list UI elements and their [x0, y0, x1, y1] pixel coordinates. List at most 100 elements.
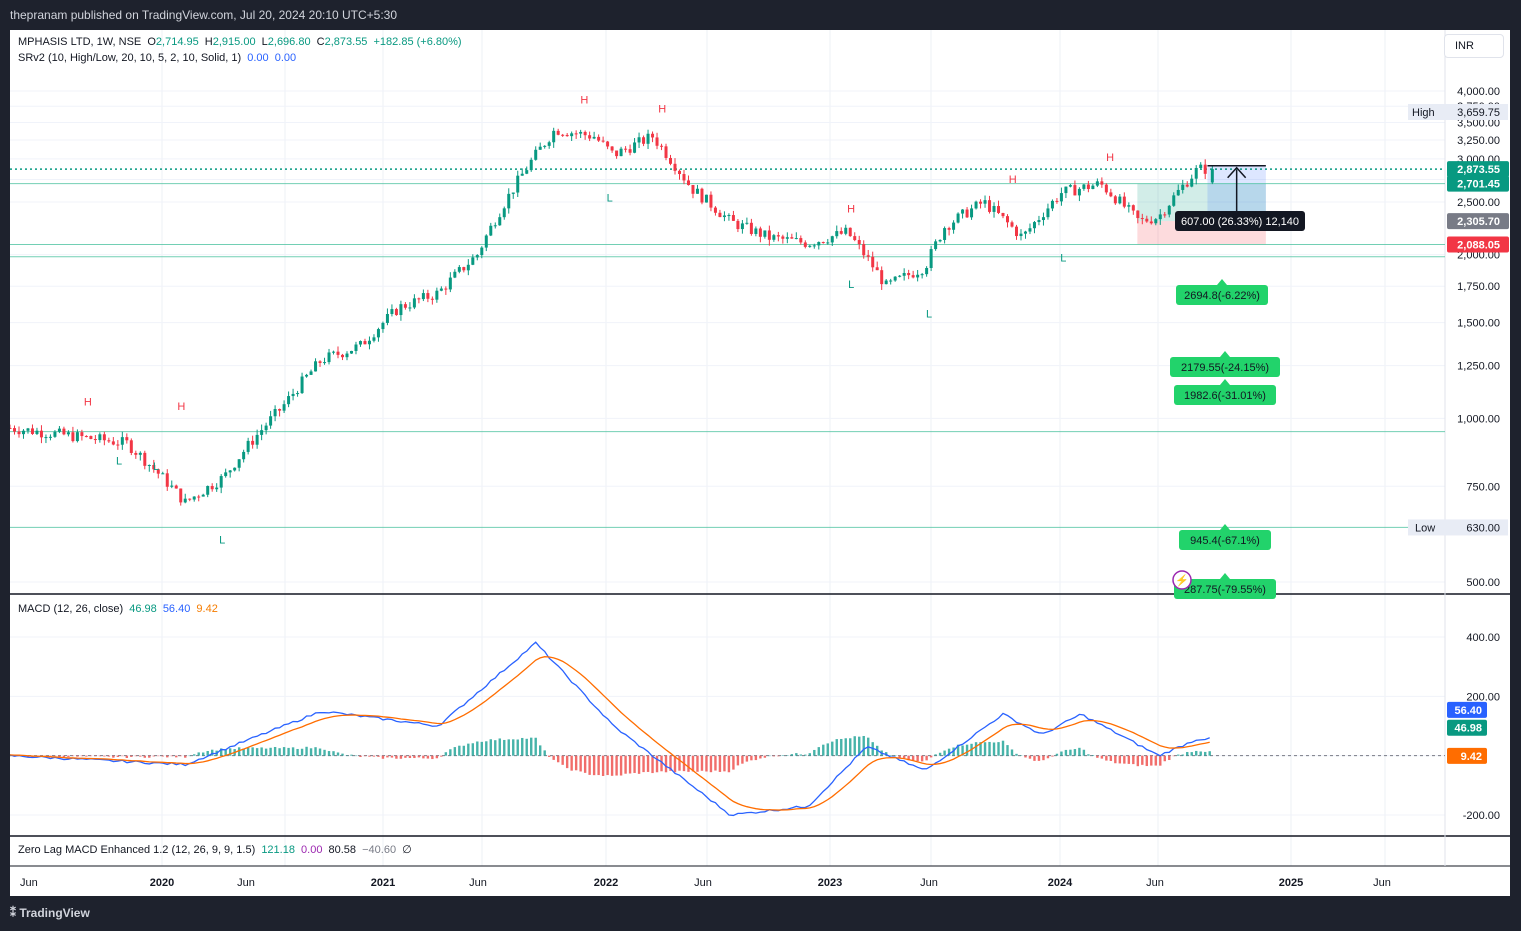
candle-body [736, 220, 740, 230]
macd-histogram-bar [116, 755, 120, 757]
macd-legend[interactable]: MACD (12, 26, close) 46.98 56.40 9.42 [18, 603, 218, 615]
macd-histogram-bar [1204, 751, 1207, 756]
candle-body [1077, 188, 1081, 196]
candle-body [997, 206, 1001, 213]
macd-histogram-bar [512, 739, 515, 756]
candle-body [489, 225, 493, 236]
candle-body [381, 322, 385, 330]
candle-body [260, 430, 264, 435]
annotations: 607.00 (26.33%) 12,140 2694.8(-6.22%) 2179… [1170, 164, 1305, 599]
pivot-high-label: H [177, 401, 185, 413]
candle-body [26, 428, 30, 431]
candle-body [1086, 184, 1090, 190]
candle-body [143, 452, 147, 466]
candle-body [1006, 216, 1010, 223]
candle-body [1064, 186, 1068, 194]
macd-histogram-bar [80, 755, 84, 757]
macd-histogram-bar [691, 755, 695, 772]
candle-body [102, 434, 106, 441]
candle-body [273, 409, 277, 417]
open-label: O [147, 36, 156, 48]
candle-body [1210, 169, 1214, 183]
candle-body [799, 238, 803, 243]
macd-histogram-bar [997, 742, 1000, 756]
price-tick-label: 1,250.00 [1457, 361, 1500, 373]
macd-histogram-bar [983, 742, 987, 756]
chart-panel[interactable]: H H H H H H H L L L L L L L 607.00 (26.33%) 12,140 269… [8, 30, 1510, 896]
macd-pane [8, 641, 1445, 817]
macd-histogram-bar [296, 748, 299, 756]
macd-histogram-bar [521, 737, 524, 756]
macd-histogram-bar [390, 755, 394, 758]
pivot-low-label: L [153, 461, 159, 473]
publish-header: thepranam published on TradingView.com, … [0, 0, 1521, 30]
chart-svg[interactable]: H H H H H H H L L L L L L L 607.00 (26.33%) 12,140 269… [8, 30, 1510, 896]
macd-histogram-bar [444, 752, 448, 756]
macd-histogram-bar [1141, 755, 1144, 765]
candle-body [749, 222, 753, 234]
macd-histogram-bar [206, 750, 209, 756]
candle-body [111, 441, 115, 445]
macd-histogram-bar [98, 755, 102, 757]
candle-body [853, 236, 857, 241]
candle-body [399, 304, 403, 316]
macd-histogram-bar [130, 755, 133, 757]
macd-histogram-bar [291, 747, 295, 756]
macd-histogram-bar [592, 755, 596, 776]
high-tag-bg [1408, 103, 1508, 120]
macd-histogram-bar [772, 755, 776, 757]
candle-body [251, 440, 255, 445]
macd-histogram-bar [1190, 752, 1193, 756]
macd-histogram-bar [134, 755, 138, 757]
high-value: 2,915.00 [212, 36, 256, 48]
indicator-legend[interactable]: SRv2 (10, High/Low, 20, 10, 5, 2, 10, So… [18, 52, 296, 64]
macd-histogram-bar [965, 744, 969, 756]
candle-body [1140, 218, 1144, 220]
price-tick-label: 4,000.00 [1457, 86, 1500, 98]
candle-body [943, 228, 947, 240]
candle-body [677, 170, 681, 175]
macd-histogram-bar [278, 748, 281, 756]
macd-histogram-bar [170, 755, 173, 757]
indicator-value-1: 0.00 [247, 52, 269, 64]
candle-body [1136, 210, 1140, 219]
candle-body [965, 209, 969, 218]
zlmacd-name: Zero Lag MACD Enhanced 1.2 (12, 26, 9, 9… [18, 844, 256, 856]
macd-histogram-bar [458, 745, 461, 756]
candle-body [988, 200, 992, 212]
macd-histogram-bar [251, 747, 254, 756]
zlmacd-legend[interactable]: Zero Lag MACD Enhanced 1.2 (12, 26, 9, 9… [18, 843, 412, 856]
candle-body [57, 428, 61, 432]
macd-histogram-bar [1100, 755, 1104, 759]
macd-tag-1-bg [1447, 701, 1487, 718]
macd-histogram-bar [1019, 755, 1023, 756]
candle-body [884, 280, 888, 285]
macd-histogram-bar [440, 755, 443, 757]
candle-body [305, 374, 309, 377]
candle-body [1199, 164, 1203, 168]
macd-histogram-bar [799, 754, 803, 756]
candle-body [39, 430, 43, 438]
macd-histogram-bar [197, 752, 200, 756]
macd-histogram-bar [1114, 755, 1117, 764]
level3-tag-bg [1447, 236, 1509, 253]
candle-body [695, 188, 699, 194]
candle-body [974, 201, 978, 209]
macd-histogram-bar [956, 744, 960, 756]
candle-body [282, 404, 286, 411]
macd-histogram-bar [507, 739, 510, 756]
macd-tick-label: 200.00 [1466, 691, 1500, 703]
measure-label-bg [1175, 211, 1305, 231]
candle-body [902, 272, 906, 276]
macd-histogram-bar [152, 755, 155, 757]
macd-histogram-bar [377, 755, 380, 757]
candle-body [511, 192, 515, 194]
macd-histogram-bar [67, 755, 70, 757]
macd-histogram-bar [1168, 755, 1171, 761]
candle-body [1014, 226, 1018, 237]
macd-histogram-bar [561, 755, 564, 765]
macd-histogram-bar [763, 755, 767, 758]
currency-button[interactable]: INR [1444, 34, 1504, 58]
macd-histogram-bar [188, 755, 191, 757]
candle-body [336, 351, 340, 355]
